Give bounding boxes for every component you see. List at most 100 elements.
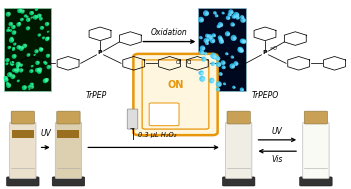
Point xyxy=(237,47,243,50)
Point xyxy=(240,50,245,53)
FancyBboxPatch shape xyxy=(7,177,39,186)
Point xyxy=(232,15,238,19)
Point xyxy=(210,62,216,65)
Point xyxy=(6,81,11,84)
Point xyxy=(227,13,232,16)
Point xyxy=(223,83,228,86)
FancyBboxPatch shape xyxy=(226,122,252,179)
Point xyxy=(40,47,46,50)
Point xyxy=(17,45,22,48)
FancyBboxPatch shape xyxy=(57,111,80,124)
Point xyxy=(15,65,20,68)
Point xyxy=(221,12,227,15)
Point xyxy=(199,19,205,22)
Point xyxy=(209,79,214,82)
Text: ON: ON xyxy=(167,81,184,90)
Point xyxy=(199,72,205,75)
Point xyxy=(37,33,43,36)
Point xyxy=(212,55,217,58)
Point xyxy=(11,69,17,72)
Point xyxy=(24,15,30,19)
Point xyxy=(199,71,204,74)
Point xyxy=(35,68,41,71)
Point xyxy=(38,17,44,20)
Point xyxy=(46,66,51,69)
Point xyxy=(12,46,17,49)
Point xyxy=(230,23,236,26)
Point xyxy=(233,13,239,16)
Point xyxy=(230,65,235,68)
Point xyxy=(11,48,16,51)
Point xyxy=(33,16,38,19)
Text: P: P xyxy=(263,50,267,55)
Point xyxy=(5,62,11,65)
Point xyxy=(39,48,45,51)
Point xyxy=(45,54,51,57)
Point xyxy=(15,69,20,72)
FancyBboxPatch shape xyxy=(303,122,329,179)
Point xyxy=(239,88,245,91)
Point xyxy=(43,60,48,63)
Point xyxy=(230,56,235,59)
Point xyxy=(231,65,236,68)
Point xyxy=(211,34,217,37)
Point xyxy=(6,26,11,29)
Point xyxy=(24,14,29,17)
Point xyxy=(211,54,216,57)
Point xyxy=(30,83,35,86)
Point xyxy=(18,64,24,67)
Point xyxy=(26,53,31,57)
Point xyxy=(214,14,219,17)
Text: 0.3 μL H₂O₂: 0.3 μL H₂O₂ xyxy=(138,132,176,138)
Text: Cl: Cl xyxy=(186,60,192,65)
Point xyxy=(8,73,13,76)
Point xyxy=(34,8,40,11)
Point xyxy=(241,19,247,22)
Point xyxy=(215,57,220,60)
Point xyxy=(239,15,245,19)
Point xyxy=(207,36,213,39)
Point xyxy=(238,47,244,50)
Point xyxy=(9,63,15,66)
Point xyxy=(38,70,43,73)
Point xyxy=(200,71,205,74)
Bar xyxy=(12,130,34,139)
Point xyxy=(15,63,21,66)
Point xyxy=(42,61,47,64)
Text: Cl: Cl xyxy=(175,60,180,65)
Point xyxy=(238,48,243,51)
Point xyxy=(46,36,52,39)
Point xyxy=(239,40,245,43)
Point xyxy=(224,52,230,55)
Point xyxy=(16,62,22,65)
Point xyxy=(22,86,28,89)
Point xyxy=(19,63,25,66)
Point xyxy=(12,31,18,34)
Point xyxy=(213,12,219,15)
FancyBboxPatch shape xyxy=(133,54,218,135)
Point xyxy=(231,23,237,26)
FancyBboxPatch shape xyxy=(10,122,36,179)
Point xyxy=(21,9,26,12)
Point xyxy=(36,34,42,37)
FancyBboxPatch shape xyxy=(149,103,179,126)
Point xyxy=(226,33,231,36)
Text: P: P xyxy=(98,50,102,55)
Point xyxy=(20,18,26,21)
Point xyxy=(204,42,210,45)
Point xyxy=(210,79,216,82)
Point xyxy=(235,16,240,19)
Point xyxy=(21,86,27,89)
Point xyxy=(38,47,43,50)
Point xyxy=(9,22,14,25)
Point xyxy=(239,49,244,52)
Point xyxy=(11,62,16,65)
Point xyxy=(9,39,14,42)
Point xyxy=(16,46,21,49)
Point xyxy=(212,34,218,37)
Point xyxy=(231,15,237,18)
FancyBboxPatch shape xyxy=(223,177,255,186)
Point xyxy=(211,63,217,66)
Point xyxy=(29,86,35,89)
Point xyxy=(42,79,48,82)
